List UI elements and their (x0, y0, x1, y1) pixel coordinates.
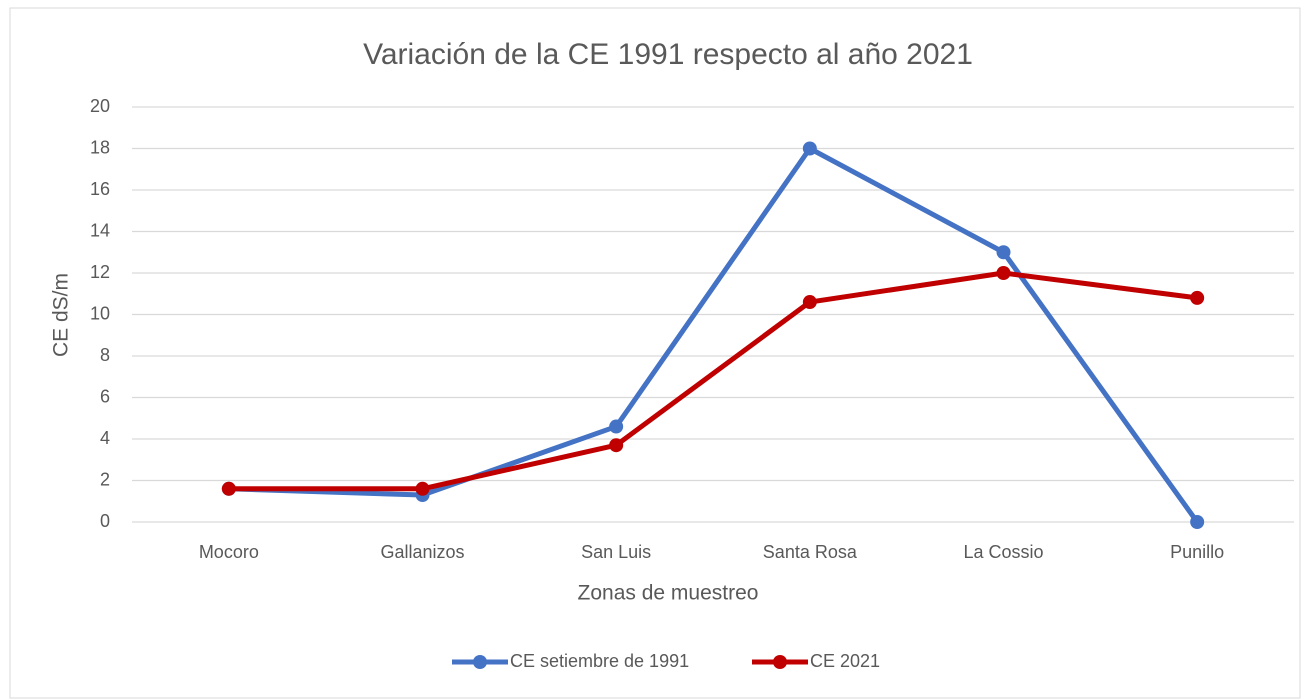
y-tick-label: 0 (100, 511, 110, 531)
x-tick-label: Punillo (1170, 542, 1224, 562)
y-tick-label: 10 (90, 303, 110, 323)
data-point (802, 295, 817, 310)
x-tick-label: Gallanizos (380, 542, 464, 562)
legend-marker (773, 655, 787, 669)
data-point (802, 141, 817, 156)
data-point (1190, 290, 1205, 305)
y-axis-title: CE dS/m (50, 273, 73, 357)
y-tick-label: 14 (90, 220, 110, 240)
x-axis-title: Zonas de muestreo (578, 582, 759, 605)
chart-frame (9, 7, 1301, 699)
y-tick-label: 12 (90, 262, 110, 282)
x-tick-label: La Cossio (963, 542, 1043, 562)
series-line (228, 270, 1198, 492)
legend-label: CE 2021 (810, 651, 880, 671)
y-tick-label: 6 (100, 386, 110, 406)
x-tick-label: Mocoro (199, 542, 259, 562)
x-tick-label: Santa Rosa (763, 542, 858, 562)
data-point (221, 481, 236, 496)
y-tick-label: 18 (90, 137, 110, 157)
y-tick-label: 16 (90, 179, 110, 199)
x-tick-label: San Luis (581, 542, 651, 562)
y-tick-label: 4 (100, 428, 110, 448)
data-point (996, 266, 1011, 280)
series-line (228, 146, 1200, 524)
legend-marker (473, 655, 487, 669)
chart-title: Variación de la CE 1991 respecto al año … (363, 38, 973, 71)
legend-label: CE setiembre de 1991 (510, 651, 689, 671)
data-point (1190, 515, 1205, 529)
data-point (415, 481, 430, 496)
y-tick-label: 2 (100, 469, 110, 489)
data-point (996, 245, 1011, 260)
data-point (609, 438, 624, 453)
data-point (609, 419, 624, 434)
y-tick-label: 20 (90, 96, 110, 116)
y-tick-label: 8 (100, 345, 110, 365)
